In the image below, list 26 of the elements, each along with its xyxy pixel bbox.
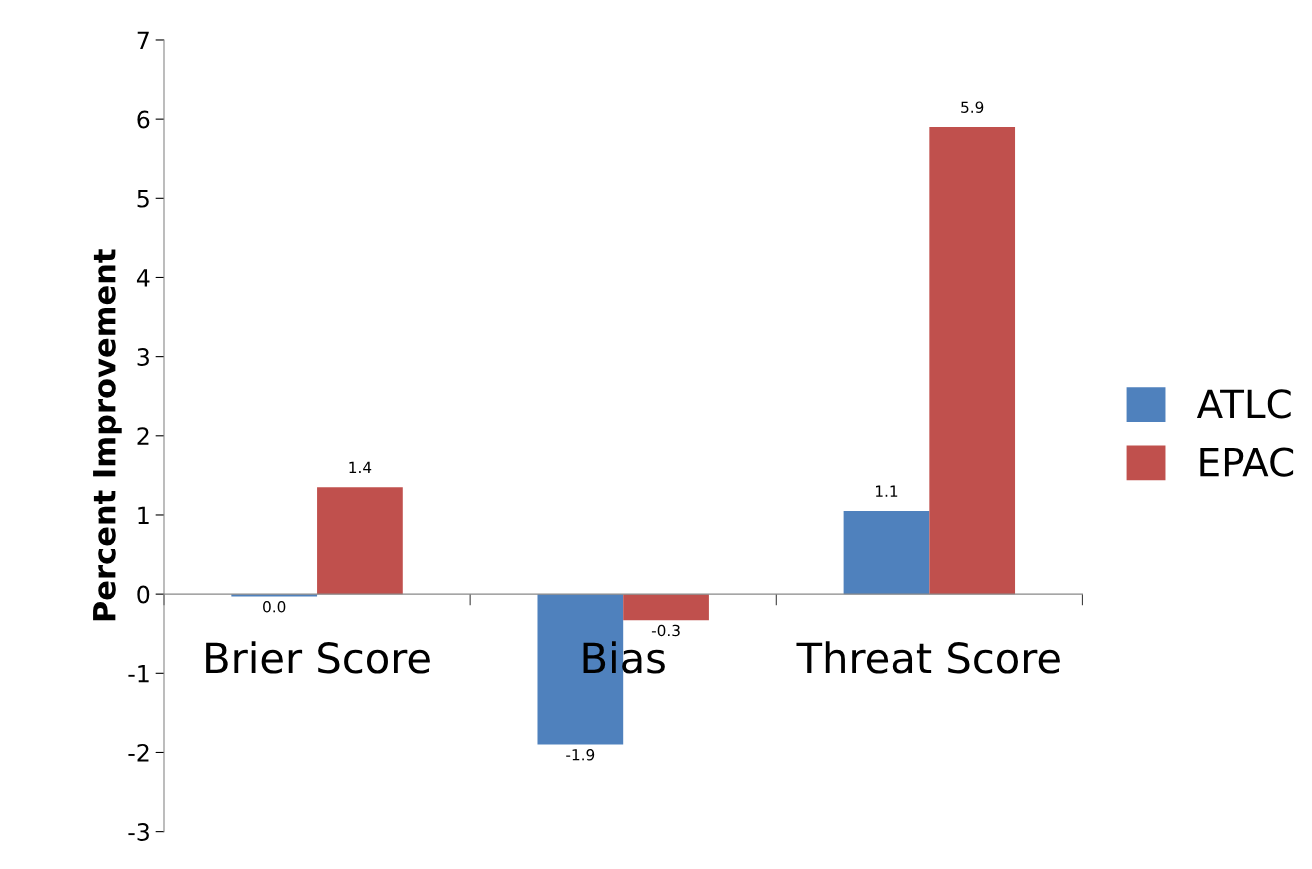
y-tick-label: -2 (128, 743, 149, 762)
y-tick-label: 6 (137, 110, 150, 129)
data-label: -0.3 (651, 624, 680, 637)
bar (623, 594, 709, 621)
y-tick-label: 5 (137, 190, 149, 208)
y-tick-label: -1 (128, 665, 149, 683)
y-tick-label: 3 (137, 348, 149, 366)
data-label: 0.0 (263, 600, 286, 613)
data-label: 1.4 (349, 461, 372, 473)
y-axis-title: Percent Improvement (93, 249, 122, 621)
data-label: 5.9 (961, 101, 984, 113)
y-tick-label: 7 (137, 31, 149, 49)
y-tick-label: 4 (136, 269, 150, 287)
data-label: -1.9 (566, 748, 595, 761)
y-tick-label: 1 (138, 506, 149, 524)
x-tick-label: Brier Score (206, 641, 430, 674)
bar (317, 487, 403, 595)
bar (929, 127, 1016, 595)
x-tick-label: Threat Score (796, 641, 1060, 674)
data-label: 1.1 (876, 485, 898, 497)
y-tick-label: 0 (137, 585, 150, 604)
y-tick-label: 2 (137, 427, 149, 445)
legend-label: EPAC (1200, 447, 1294, 477)
y-tick-label: -3 (128, 823, 149, 841)
legend-label: ATLC (1196, 389, 1291, 419)
bar (843, 511, 930, 595)
